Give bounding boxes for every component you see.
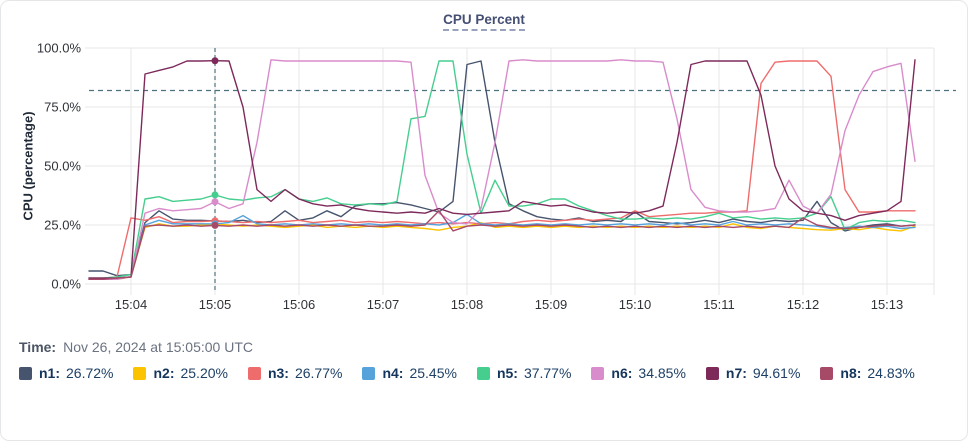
legend-swatch-n5 [476, 366, 490, 380]
series-line-n4 [88, 213, 916, 280]
legend-item-n3[interactable]: n3: 26.77% [247, 365, 343, 381]
time-label: Time: [19, 339, 57, 355]
crosshair-dot-n6 [211, 198, 219, 206]
chart-title[interactable]: CPU Percent [443, 12, 525, 31]
y-tick-label: 100.0% [37, 41, 82, 56]
legend-item-n1[interactable]: n1: 26.72% [19, 365, 113, 381]
y-tick-label: 75.0% [44, 100, 81, 115]
y-tick-label: 0.0% [51, 277, 81, 292]
series-line-n2 [88, 221, 916, 280]
legend-series-name: n1: [39, 365, 60, 381]
x-tick-label: 15:09 [535, 297, 568, 312]
legend-series-value: 24.83% [867, 365, 915, 381]
cpu-line-chart[interactable]: 100.0% 75.0% 50.0% 25.0% 0.0% 15:04 15:05 15:06… [1, 1, 967, 323]
x-tick-label: 15:12 [787, 297, 820, 312]
legend-swatch-n6 [591, 366, 605, 380]
y-axis-label: CPU (percentage) [20, 111, 36, 221]
x-tick-label: 15:04 [115, 297, 148, 312]
legend-series-name: n6: [611, 365, 633, 381]
legend-swatch-n8 [820, 366, 834, 380]
x-tick-label: 15:08 [451, 297, 484, 312]
legend-series-name: n4: [382, 365, 404, 381]
legend-series-value: 25.45% [409, 365, 457, 381]
series-line-n7 [88, 59, 916, 279]
x-tick-label: 15:10 [619, 297, 652, 312]
legend-series-name: n5: [496, 365, 518, 381]
series-line-n6 [88, 59, 916, 280]
crosshair-dot-n8 [211, 221, 219, 229]
y-tick-label: 25.0% [44, 218, 81, 233]
x-tick-label: 15:13 [871, 297, 904, 312]
chart-legend: n1: 26.72% n2: 25.20% n3: 26.77% n4: 25.45% n5: 3… [19, 365, 951, 381]
legend-series-name: n7: [725, 365, 747, 381]
x-tick-label: 15:07 [367, 297, 400, 312]
time-row: Time: Nov 26, 2024 at 15:05:00 UTC [19, 339, 253, 355]
legend-series-name: n8: [840, 365, 862, 381]
legend-item-n2[interactable]: n2: 25.20% [133, 365, 228, 381]
legend-series-value: 25.20% [180, 365, 228, 381]
series-line-n8 [88, 210, 916, 280]
legend-item-n5[interactable]: n5: 37.77% [476, 365, 572, 381]
legend-swatch-n4 [362, 366, 376, 380]
legend-series-value: 34.85% [638, 365, 686, 381]
legend-swatch-n1 [19, 366, 32, 380]
legend-series-value: 26.72% [66, 365, 114, 381]
x-tick-label: 15:11 [703, 297, 735, 312]
legend-series-value: 37.77% [523, 365, 572, 381]
time-value: Nov 26, 2024 at 15:05:00 UTC [63, 339, 253, 355]
legend-item-n4[interactable]: n4: 25.45% [362, 365, 457, 381]
x-tick-label: 15:05 [199, 297, 232, 312]
legend-series-value: 94.61% [752, 365, 801, 381]
legend-swatch-n3 [247, 366, 261, 380]
series-line-n3 [88, 60, 916, 279]
crosshair-dot-n7 [211, 57, 219, 65]
series-line-n1 [88, 60, 916, 277]
legend-item-n7[interactable]: n7: 94.61% [705, 365, 801, 381]
chart-title-row: CPU Percent [1, 11, 967, 31]
legend-item-n8[interactable]: n8: 24.83% [820, 365, 915, 381]
legend-item-n6[interactable]: n6: 34.85% [591, 365, 686, 381]
y-tick-label: 50.0% [44, 159, 81, 174]
crosshair-dot-n5 [211, 191, 219, 199]
x-tick-label: 15:06 [283, 297, 316, 312]
legend-series-name: n2: [153, 365, 175, 381]
legend-swatch-n7 [705, 366, 719, 380]
series-line-n5 [88, 60, 916, 279]
legend-series-value: 26.77% [294, 365, 343, 381]
legend-swatch-n2 [133, 366, 147, 380]
legend-series-name: n3: [267, 365, 289, 381]
